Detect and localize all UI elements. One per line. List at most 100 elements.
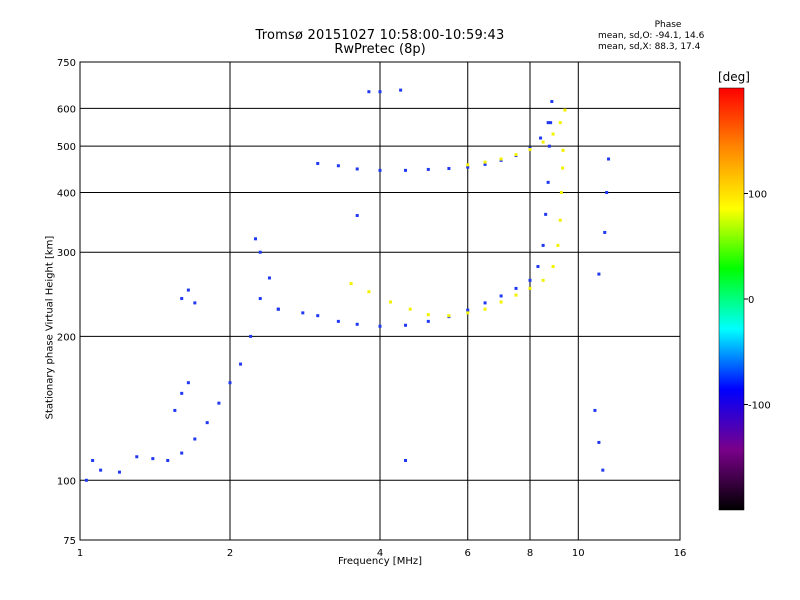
y-tick-label: 400 xyxy=(57,188,76,199)
phase-stats-x: mean, sd,X: 88.3, 17.4 xyxy=(598,42,701,52)
data-point xyxy=(528,148,532,152)
data-point xyxy=(597,272,601,276)
colorbar-ticks: 100 0 -100 xyxy=(744,190,771,412)
data-point xyxy=(536,265,540,269)
x-tick-label: 1 xyxy=(77,548,83,559)
chart-title: Tromsø 20151027 10:58:00-10:59:43 xyxy=(255,28,505,43)
data-point xyxy=(514,153,518,157)
data-point xyxy=(316,161,320,165)
data-point xyxy=(605,190,609,194)
data-point xyxy=(276,307,280,311)
y-tick-label: 750 xyxy=(57,58,76,69)
data-point xyxy=(558,218,562,222)
data-point xyxy=(301,311,305,315)
data-point xyxy=(483,307,487,311)
data-point xyxy=(546,121,550,125)
data-point xyxy=(267,276,271,280)
data-point xyxy=(466,165,470,169)
data-point xyxy=(186,381,190,385)
data-point xyxy=(551,132,555,136)
colorbar-tick-label: 100 xyxy=(748,190,767,201)
grid xyxy=(80,62,680,540)
data-point xyxy=(205,421,209,425)
x-tick-label: 2 xyxy=(227,548,233,559)
data-points xyxy=(84,88,611,482)
data-point xyxy=(597,440,601,444)
data-point xyxy=(539,136,543,140)
data-point xyxy=(556,243,560,247)
data-point xyxy=(466,308,470,312)
data-point xyxy=(239,362,243,366)
data-point xyxy=(180,451,184,455)
data-point xyxy=(426,167,430,171)
data-point xyxy=(426,319,430,323)
data-point xyxy=(249,334,253,338)
chart-subtitle: RwPretec (8p) xyxy=(334,42,426,57)
data-point xyxy=(551,265,555,269)
data-point xyxy=(546,180,550,184)
data-point xyxy=(561,166,565,170)
y-tick-label: 75 xyxy=(63,536,76,547)
data-point xyxy=(378,168,382,172)
data-point xyxy=(593,408,597,412)
data-point xyxy=(253,237,257,241)
data-point xyxy=(466,311,470,315)
data-point xyxy=(84,478,88,482)
data-point xyxy=(499,300,503,304)
data-point xyxy=(336,319,340,323)
data-point xyxy=(601,468,605,472)
data-point xyxy=(561,148,565,152)
data-point xyxy=(180,391,184,395)
x-tick-label: 16 xyxy=(674,548,687,559)
data-point xyxy=(389,300,393,304)
axis-ticks: 1 2 4 6 8 10 16 75 100 200 300 400 500 600 750 xyxy=(57,58,686,559)
data-point xyxy=(193,301,197,305)
data-point xyxy=(483,301,487,305)
colorbar-tick-label: 0 xyxy=(748,295,754,306)
y-tick-label: 500 xyxy=(57,142,76,153)
y-tick-label: 300 xyxy=(57,248,76,259)
colorbar-title: [deg] xyxy=(718,70,750,84)
colorbar xyxy=(718,87,745,511)
data-point xyxy=(355,322,359,326)
y-tick-label: 100 xyxy=(57,476,76,487)
data-point xyxy=(180,297,184,301)
data-point xyxy=(544,212,548,216)
data-point xyxy=(514,286,518,290)
data-point xyxy=(403,323,407,327)
data-point xyxy=(367,90,371,94)
data-point xyxy=(528,278,532,282)
data-point xyxy=(378,324,382,328)
data-point xyxy=(549,121,553,125)
data-point xyxy=(193,437,197,441)
data-point xyxy=(228,381,232,385)
data-point xyxy=(316,314,320,318)
phase-stats-title: Phase xyxy=(654,20,682,30)
data-point xyxy=(217,401,221,405)
data-point xyxy=(563,108,567,112)
data-point xyxy=(559,190,563,194)
x-tick-label: 4 xyxy=(377,548,383,559)
data-point xyxy=(258,250,262,254)
data-point xyxy=(408,307,412,311)
data-point xyxy=(483,162,487,166)
data-point xyxy=(550,100,554,104)
y-axis-label: Stationary phase Virtual Height [km] xyxy=(44,235,56,420)
data-point xyxy=(166,458,170,462)
data-point xyxy=(99,468,103,472)
data-point xyxy=(541,140,545,144)
data-point xyxy=(399,88,403,92)
data-point xyxy=(541,243,545,247)
data-point xyxy=(135,455,139,459)
data-point xyxy=(91,458,95,462)
data-point xyxy=(547,144,551,148)
data-point xyxy=(186,288,190,292)
data-point xyxy=(117,470,121,474)
data-point xyxy=(355,214,359,218)
data-point xyxy=(447,167,451,171)
data-point xyxy=(466,163,470,167)
phase-stats-o: mean, sd,O: -94.1, 14.6 xyxy=(598,31,705,41)
data-point xyxy=(151,457,155,461)
data-point xyxy=(403,168,407,172)
